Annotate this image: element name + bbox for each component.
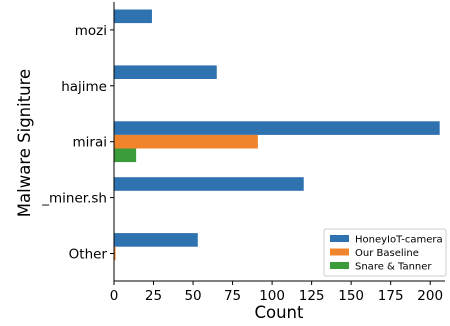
y-tick-label: hajime (61, 79, 107, 95)
x-axis-title: Count (254, 303, 304, 322)
bar-mirai-series-1 (114, 134, 258, 149)
y-tick-label: Other (69, 247, 108, 263)
y-tick-label: mirai (73, 135, 107, 151)
y-tick-label: _miner.sh (41, 191, 107, 207)
y-axis-ticks: mozi hajime mirai _miner.sh Other (41, 23, 114, 263)
x-axis-ticks: 0 25 50 75 100 125 150 175 200 (110, 281, 443, 304)
x-tick-label: 125 (299, 288, 325, 304)
x-tick-label: 50 (184, 288, 201, 304)
legend-box (323, 228, 447, 277)
bars-group (114, 9, 440, 261)
legend-label: Snare & Tanner (355, 262, 432, 273)
y-axis-title: Malware Signiture (15, 69, 34, 217)
legend-label: Our Baseline (355, 248, 419, 259)
bar-mirai-series-2 (114, 148, 137, 163)
bar-other-series-0 (114, 233, 198, 247)
x-tick-label: 25 (145, 288, 162, 304)
x-tick-label: 0 (110, 288, 119, 304)
legend-swatch (330, 248, 349, 256)
bar-minersh-series-0 (114, 177, 304, 191)
y-tick-label: mozi (75, 23, 107, 39)
x-tick-label: 200 (417, 288, 443, 304)
legend-label: HoneyIoT-camera (355, 235, 443, 246)
x-tick-label: 150 (338, 288, 364, 304)
bar-hajime-series-0 (114, 65, 217, 79)
x-tick-label: 100 (259, 288, 285, 304)
bar-mozi-series-0 (114, 9, 152, 24)
x-tick-label: 75 (224, 288, 241, 304)
bar-other-series-1 (114, 246, 116, 261)
legend: HoneyIoT-camera Our Baseline Snare & Tanne… (323, 228, 447, 277)
x-tick-label: 175 (378, 288, 404, 304)
legend-swatch (330, 235, 349, 242)
bar-mirai-series-0 (114, 121, 440, 135)
legend-swatch (330, 262, 349, 269)
